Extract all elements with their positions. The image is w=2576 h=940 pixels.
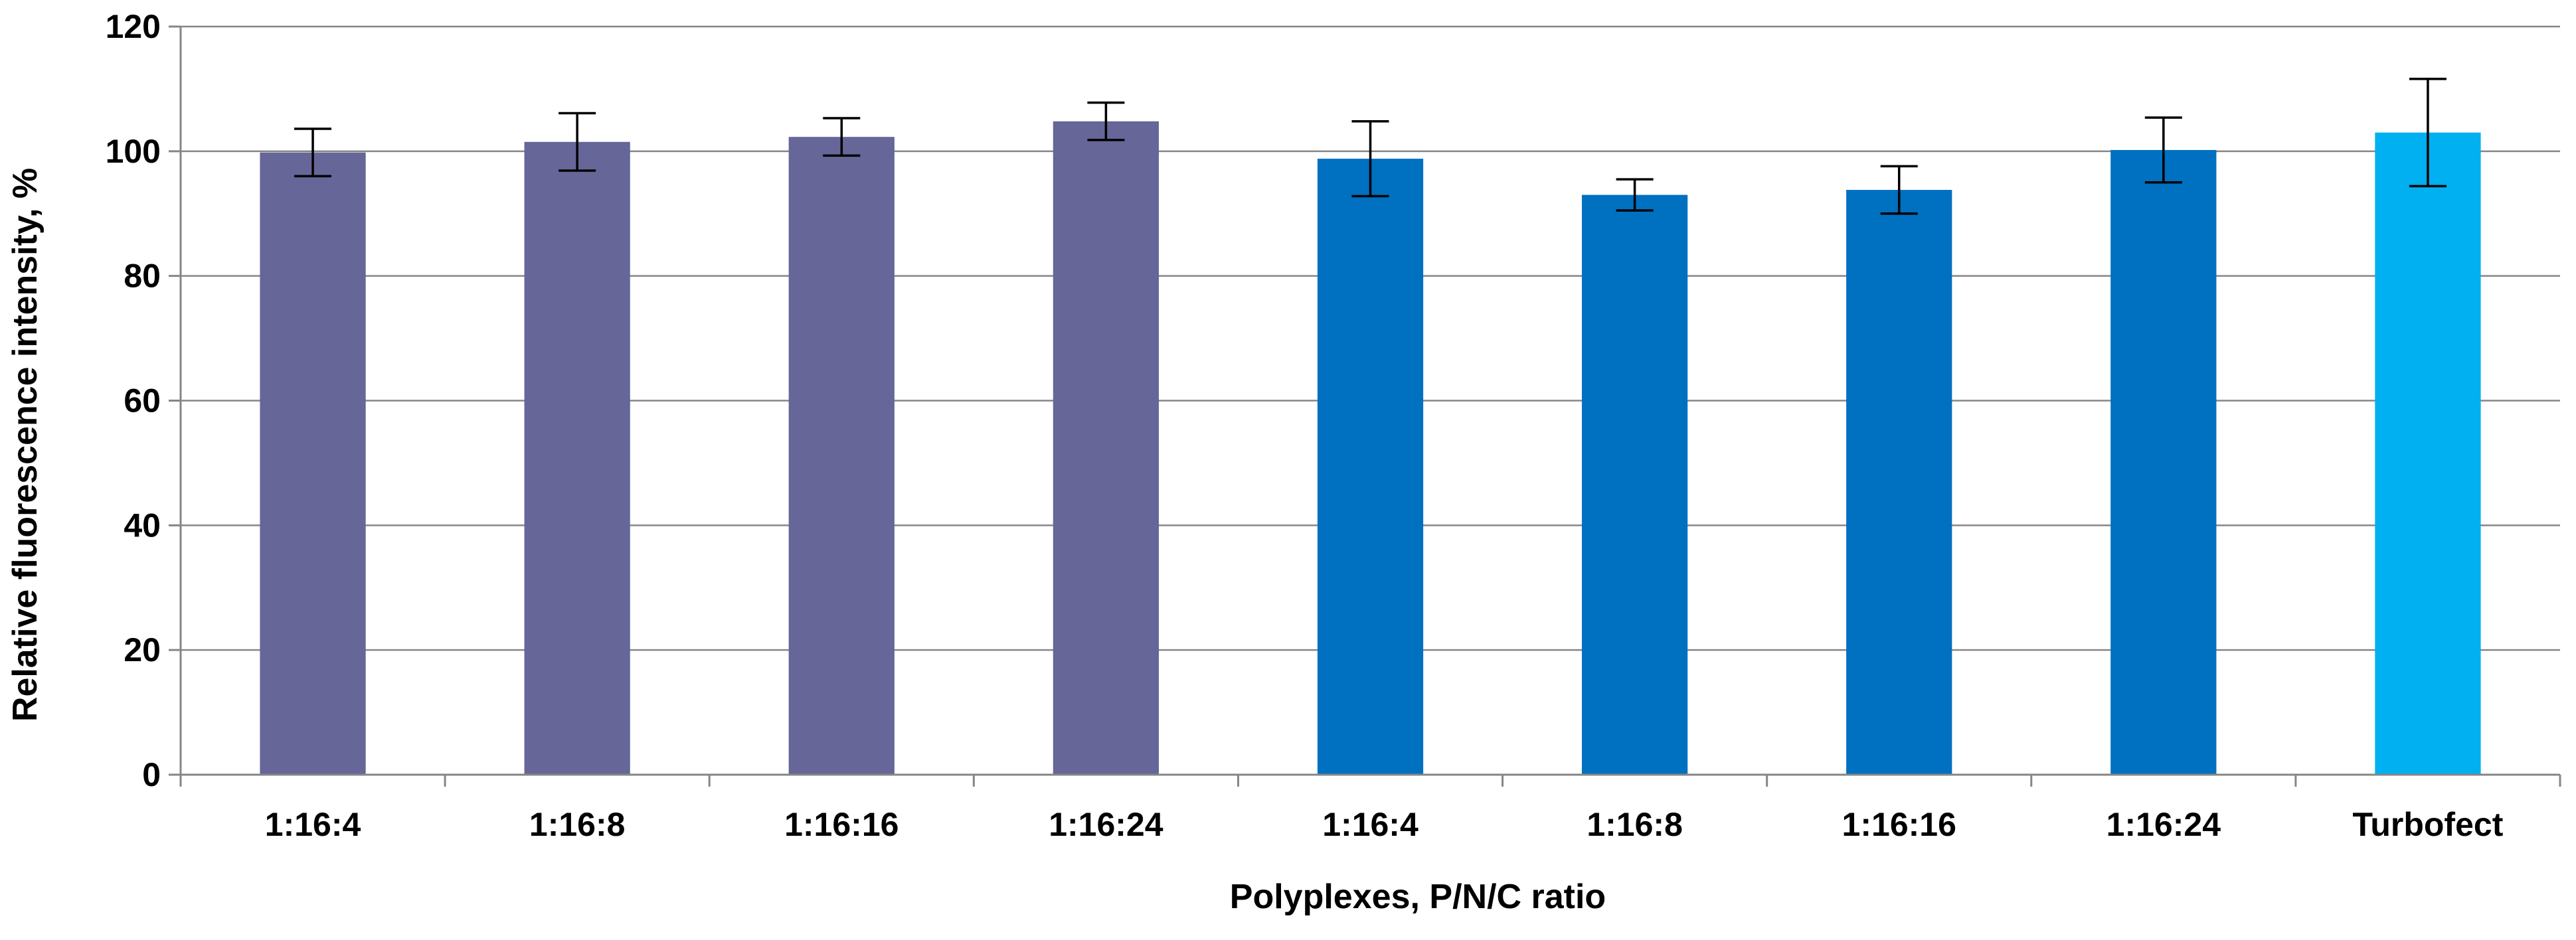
y-tick-label: 0 <box>142 756 161 793</box>
x-tick-label: 1:16:24 <box>2106 806 2221 843</box>
bar <box>524 141 630 775</box>
bar <box>1581 195 1688 775</box>
error-bar <box>1880 165 1918 215</box>
bars <box>260 121 2481 775</box>
error-bar <box>294 127 332 178</box>
error-bar <box>558 112 596 172</box>
y-tick-label: 20 <box>124 631 161 668</box>
error-bar <box>1087 101 1125 141</box>
x-tick-label: 1:16:24 <box>1049 806 1163 843</box>
x-axis-title: Polyplexes, P/N/C ratio <box>1230 878 1606 916</box>
y-tick-label: 40 <box>124 507 161 544</box>
y-tick-label: 120 <box>106 8 161 45</box>
error-bars <box>294 78 2447 215</box>
x-tick-label: 1:16:16 <box>784 806 899 843</box>
error-bar <box>2409 78 2447 188</box>
bar <box>1317 159 1424 775</box>
y-axis-title: Relative fluorescence intensity, % <box>6 168 44 722</box>
bar <box>1053 121 1159 775</box>
x-tick-label: 1:16:4 <box>1322 806 1418 843</box>
error-bar <box>1616 178 1654 212</box>
error-bar <box>2144 116 2182 184</box>
bar <box>260 152 366 775</box>
x-tick-label: 1:16:4 <box>265 806 361 843</box>
tick-labels: 0 20 40 60 80 100 120 1:16:4 1:16:8 1:16:16 1:16:2… <box>106 8 2504 843</box>
axes <box>169 25 2561 787</box>
y-tick-label: 100 <box>106 133 161 170</box>
bar <box>2110 149 2217 775</box>
bar <box>2375 132 2481 775</box>
bar <box>1846 190 1952 775</box>
bar <box>788 137 895 775</box>
x-tick-label: Turbofect <box>2353 806 2504 843</box>
error-bar <box>823 117 861 157</box>
x-tick-label: 1:16:16 <box>1842 806 1956 843</box>
error-bar <box>1351 120 1389 198</box>
y-tick-label: 80 <box>124 258 161 295</box>
y-tick-label: 60 <box>124 382 161 420</box>
x-tick-label: 1:16:8 <box>529 806 626 843</box>
x-tick-label: 1:16:8 <box>1587 806 1683 843</box>
